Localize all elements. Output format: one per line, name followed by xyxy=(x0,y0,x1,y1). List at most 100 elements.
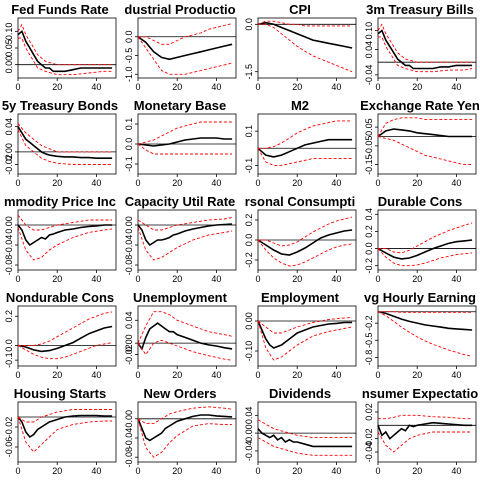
y-tick-label: 0.1 xyxy=(124,118,134,131)
estimate-line xyxy=(137,414,233,442)
confidence-band-line xyxy=(378,36,473,73)
y-tick-label: -0.05 xyxy=(364,136,374,157)
y-tick-label: 0.10 xyxy=(4,23,14,41)
x-tick-label: 40 xyxy=(211,274,221,284)
x-tick-label: 40 xyxy=(331,178,341,188)
confidence-band-line xyxy=(137,311,233,344)
y-tick-label: -0.02 xyxy=(4,154,14,175)
y-tick-label: -0.10 xyxy=(244,341,254,362)
y-tick-label: 0.00 xyxy=(124,216,134,234)
panel-13: Unemployment 0 20 40 0.04 0.00-0.02 xyxy=(124,290,237,380)
confidence-band-line xyxy=(257,320,353,361)
x-tick-label: 40 xyxy=(451,370,461,380)
plot-frame xyxy=(257,17,357,79)
x-tick-label: 20 xyxy=(412,178,422,188)
y-tick-label: -0.02 xyxy=(364,428,374,449)
x-tick-label: 20 xyxy=(52,466,62,476)
estimate-line xyxy=(377,239,473,260)
confidence-band-line xyxy=(17,129,113,165)
y-tick-label: 0.0 xyxy=(244,18,254,31)
x-tick-label: 40 xyxy=(91,274,101,284)
x-tick-label: 0 xyxy=(375,370,380,380)
y-tick-label: 0.05 xyxy=(4,39,14,57)
y-tick-label: -0.04 xyxy=(244,441,254,462)
x-tick-label: 0 xyxy=(375,466,380,476)
y-tick-label: -0.15 xyxy=(364,154,374,175)
estimate-line xyxy=(137,36,233,61)
x-tick-label: 20 xyxy=(52,178,62,188)
x-tick-label: 20 xyxy=(172,466,182,476)
confidence-band-line xyxy=(17,23,113,66)
x-tick-label: 40 xyxy=(211,466,221,476)
x-tick-label: 40 xyxy=(91,178,101,188)
y-tick-label: -0.5 xyxy=(364,333,374,349)
estimate-line xyxy=(137,223,233,247)
x-tick-label: 20 xyxy=(292,82,302,92)
x-tick-label: 20 xyxy=(52,370,62,380)
estimate-line xyxy=(17,126,113,159)
x-tick-label: 20 xyxy=(292,274,302,284)
y-tick-label: 0.10 xyxy=(364,22,374,40)
confidence-band-line xyxy=(258,120,353,149)
y-tick-label: 0.00 xyxy=(4,143,14,161)
panel-17: New Orders 0 20 40 0.00-0.04-0.08 xyxy=(124,386,237,476)
panel-12: Nondurable Cons 0 20 40 0.2 0.0-0.1 xyxy=(4,290,117,380)
panel-title: 3m Treasury Bills xyxy=(366,2,474,17)
panel-title: nsumer Expectatio xyxy=(362,386,478,401)
panel-title: New Orders xyxy=(144,386,217,401)
plot-frame xyxy=(377,401,477,463)
plot-frame xyxy=(17,17,117,79)
plot-frame xyxy=(377,113,477,175)
panel-title: Housing Starts xyxy=(14,386,106,401)
y-tick-label: 0.02 xyxy=(364,403,374,421)
x-tick-label: 0 xyxy=(135,82,140,92)
confidence-band-line xyxy=(17,416,113,453)
y-tick-label: -0.8 xyxy=(364,350,374,366)
estimate-line xyxy=(257,428,353,448)
y-tick-label: 0.04 xyxy=(4,118,14,136)
confidence-band-line xyxy=(137,143,233,155)
x-tick-label: 20 xyxy=(412,466,422,476)
confidence-band-line xyxy=(137,339,233,361)
confidence-band-line xyxy=(18,311,113,346)
x-tick-label: 0 xyxy=(375,82,380,92)
confidence-band-line xyxy=(258,216,353,247)
x-tick-label: 40 xyxy=(91,370,101,380)
plot-frame xyxy=(17,305,117,367)
panel-15: vg Hourly Earning 0 20 40 -0.2 -0.5-0.8 xyxy=(364,290,477,380)
confidence-band-line xyxy=(17,409,113,423)
confidence-band-line xyxy=(378,414,473,420)
estimate-line xyxy=(17,29,113,73)
y-tick-label: 0.00 xyxy=(4,56,14,74)
y-tick-label: 0.05 xyxy=(364,118,374,136)
panel-title: vg Hourly Earning xyxy=(364,290,476,305)
estimate-line xyxy=(257,320,353,349)
x-tick-label: 40 xyxy=(91,466,101,476)
panel-title: Nondurable Cons xyxy=(6,290,114,305)
y-tick-label: -0.2 xyxy=(364,315,374,331)
confidence-band-line xyxy=(17,227,113,261)
x-tick-label: 0 xyxy=(15,274,20,284)
confidence-band-line xyxy=(377,23,473,63)
estimate-line xyxy=(257,138,353,158)
x-tick-label: 20 xyxy=(52,274,62,284)
y-tick-label: 0.0 xyxy=(4,339,14,352)
y-tick-label: -0.1 xyxy=(124,156,134,172)
y-tick-label: -0.02 xyxy=(124,344,134,365)
plot-frame xyxy=(17,401,117,463)
y-tick-label: 0.0 xyxy=(244,234,254,247)
panel-18: Dividends 0 20 40 0.040.00-0.04 xyxy=(244,386,357,476)
x-tick-label: 0 xyxy=(15,370,20,380)
panel-title: dustrial Productio xyxy=(124,2,235,17)
plot-frame xyxy=(377,17,477,79)
x-tick-label: 20 xyxy=(172,82,182,92)
x-tick-label: 0 xyxy=(15,82,20,92)
panel-title: 5y Treasury Bonds xyxy=(2,98,118,113)
y-tick-label: -0.1 xyxy=(244,158,254,174)
x-tick-label: 20 xyxy=(172,274,182,284)
y-tick-label: -0.04 xyxy=(4,235,14,256)
confidence-band-line xyxy=(138,23,233,45)
confidence-band-line xyxy=(257,20,353,27)
panel-title: Dividends xyxy=(269,386,331,401)
